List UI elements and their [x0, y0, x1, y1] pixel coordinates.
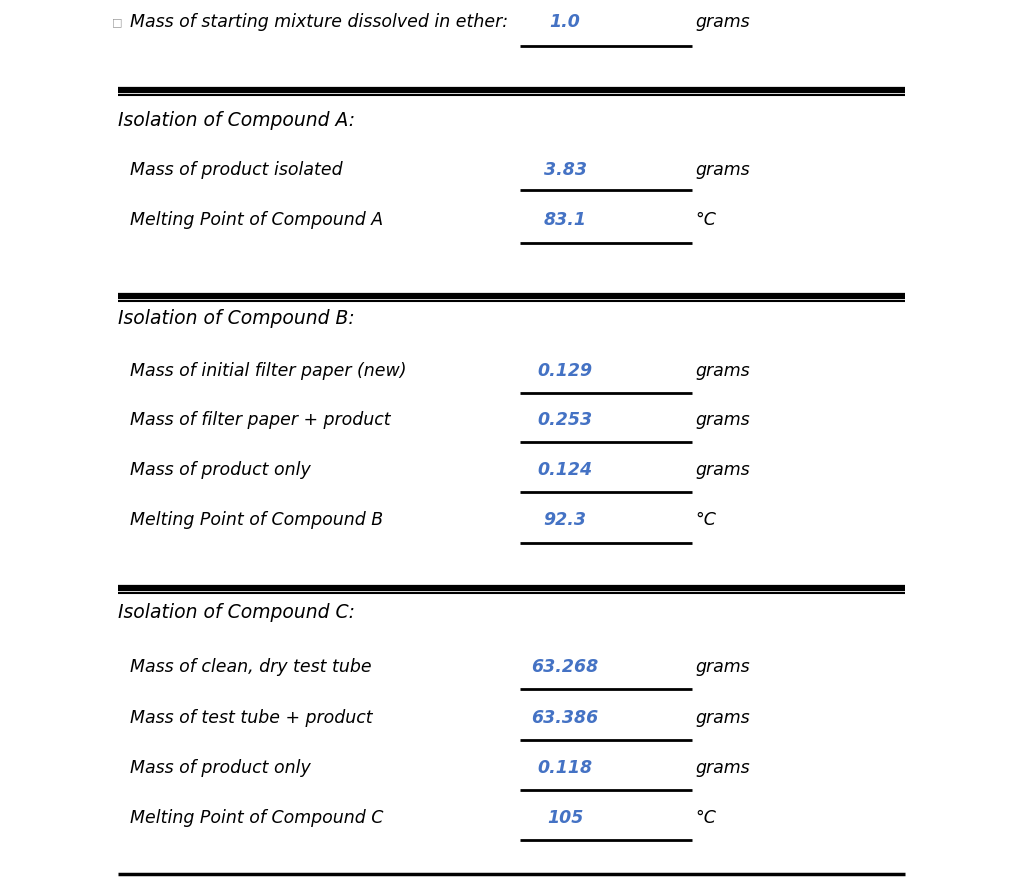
Text: 92.3: 92.3 — [544, 511, 587, 529]
Text: 3.83: 3.83 — [544, 161, 587, 179]
Text: Isolation of Compound B:: Isolation of Compound B: — [118, 308, 354, 328]
Text: Isolation of Compound C:: Isolation of Compound C: — [118, 602, 355, 622]
Text: Melting Point of Compound A: Melting Point of Compound A — [130, 211, 383, 229]
Text: 105: 105 — [547, 809, 584, 827]
Text: 63.386: 63.386 — [531, 709, 599, 727]
Text: Mass of starting mixture dissolved in ether:: Mass of starting mixture dissolved in et… — [130, 13, 508, 31]
Text: Mass of filter paper + product: Mass of filter paper + product — [130, 411, 390, 429]
Text: □: □ — [112, 17, 123, 27]
Text: 63.268: 63.268 — [531, 658, 599, 676]
Text: 83.1: 83.1 — [544, 211, 587, 229]
Text: 0.129: 0.129 — [538, 362, 593, 380]
Text: grams: grams — [695, 362, 750, 380]
Text: Mass of product isolated: Mass of product isolated — [130, 161, 343, 179]
Text: 1.0: 1.0 — [550, 13, 581, 31]
Text: grams: grams — [695, 461, 750, 479]
Text: Mass of product only: Mass of product only — [130, 461, 310, 479]
Text: 0.118: 0.118 — [538, 759, 593, 777]
Text: 0.124: 0.124 — [538, 461, 593, 479]
Text: grams: grams — [695, 161, 750, 179]
Text: °C: °C — [695, 511, 716, 529]
Text: Isolation of Compound A:: Isolation of Compound A: — [118, 110, 355, 129]
Text: Mass of clean, dry test tube: Mass of clean, dry test tube — [130, 658, 372, 676]
Text: Mass of initial filter paper (new): Mass of initial filter paper (new) — [130, 362, 407, 380]
Text: Mass of product only: Mass of product only — [130, 759, 310, 777]
Text: 0.253: 0.253 — [538, 411, 593, 429]
Text: °C: °C — [695, 211, 716, 229]
Text: Mass of test tube + product: Mass of test tube + product — [130, 709, 373, 727]
Text: grams: grams — [695, 759, 750, 777]
Text: grams: grams — [695, 658, 750, 676]
Text: Melting Point of Compound B: Melting Point of Compound B — [130, 511, 383, 529]
Text: grams: grams — [695, 13, 750, 31]
Text: Melting Point of Compound C: Melting Point of Compound C — [130, 809, 383, 827]
Text: °C: °C — [695, 809, 716, 827]
Text: grams: grams — [695, 411, 750, 429]
Text: grams: grams — [695, 709, 750, 727]
